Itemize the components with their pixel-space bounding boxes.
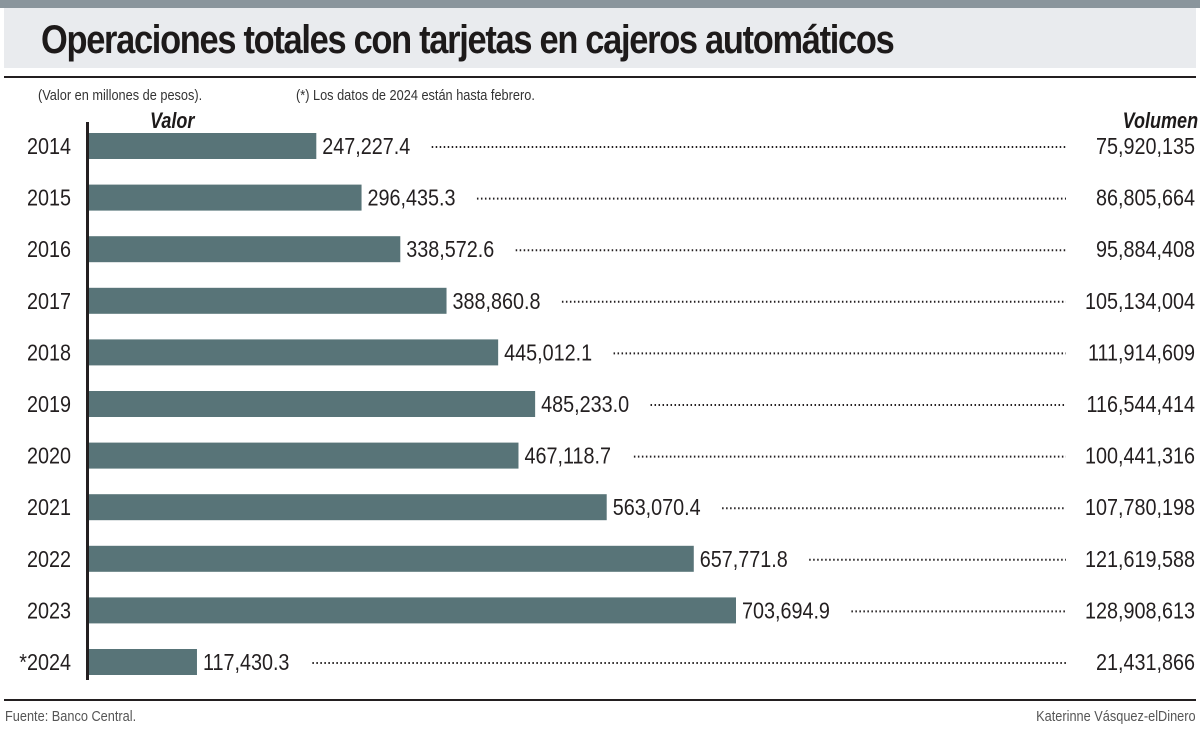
value-column-header: Valor (150, 108, 195, 133)
volume-label: 128,908,613 (1085, 598, 1195, 624)
volume-label: 21,431,866 (1096, 650, 1195, 676)
value-bar (89, 287, 447, 314)
value-label: 445,012.1 (504, 340, 592, 366)
value-label: 338,572.6 (406, 237, 494, 263)
year-label: 2017 (27, 288, 71, 314)
value-bar (89, 597, 736, 624)
value-bar (89, 545, 694, 572)
value-label: 485,233.0 (541, 392, 629, 418)
value-label: 117,430.3 (203, 650, 289, 676)
header-divider (4, 76, 1196, 78)
volume-label: 86,805,664 (1096, 185, 1195, 211)
value-bar (89, 339, 499, 366)
year-label: 2014 (27, 134, 71, 160)
value-label: 703,694.9 (742, 598, 830, 624)
volume-label: 116,544,414 (1087, 392, 1196, 418)
year-label: 2023 (27, 598, 71, 624)
top-strip (0, 0, 1200, 8)
value-label: 388,860.8 (453, 288, 541, 314)
value-bar (89, 391, 536, 417)
value-label: 467,118.7 (524, 443, 610, 469)
value-bar (89, 133, 317, 159)
value-label: 563,070.4 (613, 495, 701, 521)
value-bar (89, 236, 401, 263)
year-label: 2021 (27, 495, 71, 521)
volume-label: 100,441,316 (1085, 443, 1195, 469)
year-label: 2022 (27, 546, 71, 572)
year-label: 2016 (27, 237, 71, 263)
value-bar (89, 184, 362, 211)
volume-label: 75,920,135 (1096, 134, 1195, 160)
footnote: (*) Los datos de 2024 están hasta febrer… (296, 87, 535, 104)
year-label: 2015 (27, 185, 71, 211)
volume-label: 95,884,408 (1096, 237, 1195, 263)
value-bar (89, 649, 197, 675)
credit-note: Katerinne Vásquez-elDinero (1036, 708, 1196, 725)
volume-label: 107,780,198 (1085, 495, 1195, 521)
value-label: 657,771.8 (700, 546, 788, 572)
value-bar (89, 442, 519, 469)
year-label: 2019 (27, 392, 71, 418)
year-label: 2020 (27, 443, 71, 469)
value-label: 296,435.3 (368, 185, 456, 211)
year-label: *2024 (19, 650, 71, 676)
volume-label: 105,134,004 (1085, 288, 1195, 314)
units-note: (Valor en millones de pesos). (38, 87, 203, 104)
year-label: 2018 (27, 340, 71, 366)
title-band: Operaciones totales con tarjetas en caje… (4, 8, 1196, 68)
value-label: 247,227.4 (322, 134, 410, 160)
volume-column-header: Volumen (1122, 108, 1198, 133)
value-bar (89, 494, 607, 521)
volume-label: 121,619,588 (1085, 546, 1195, 572)
volume-label: 111,914,609 (1088, 340, 1195, 366)
footer-divider (4, 699, 1196, 701)
source-note: Fuente: Banco Central. (5, 708, 137, 725)
y-axis-line (86, 122, 89, 680)
chart-title: Operaciones totales con tarjetas en caje… (41, 18, 895, 62)
